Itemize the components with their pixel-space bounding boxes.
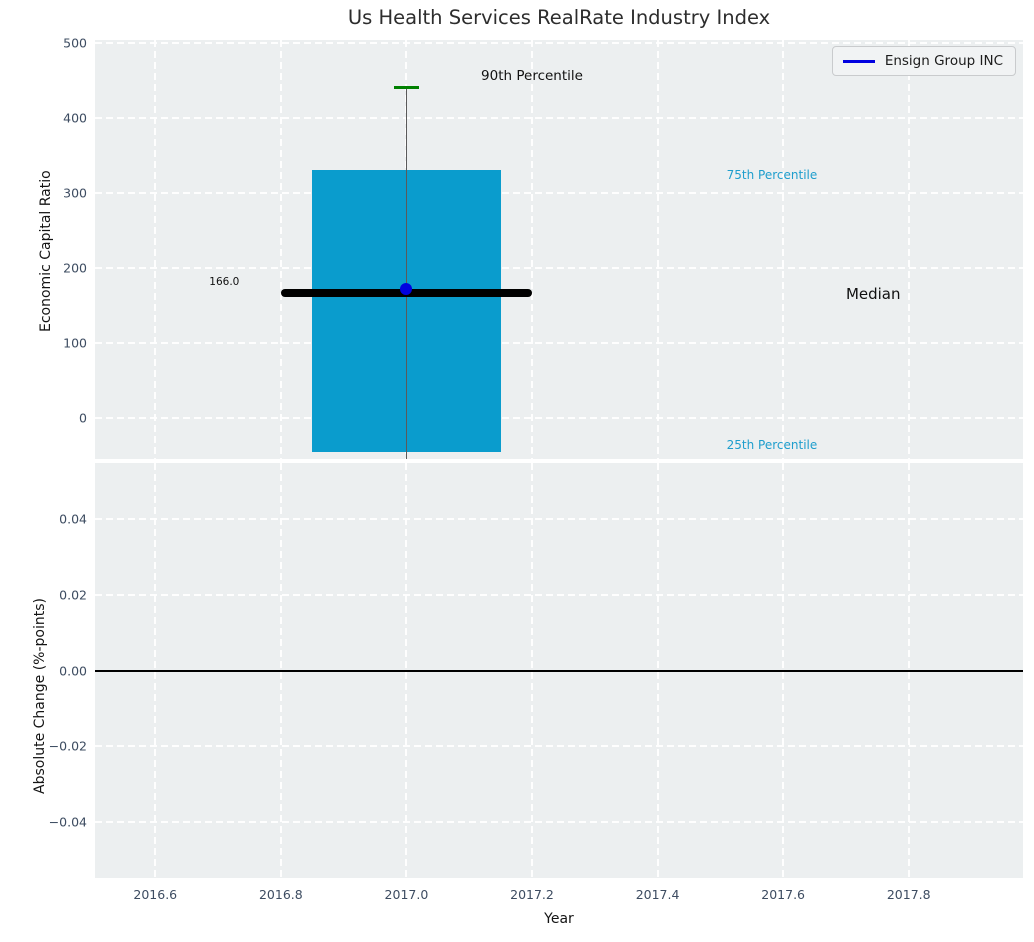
legend-label: Ensign Group INC bbox=[884, 53, 1003, 69]
zero-line bbox=[95, 669, 1023, 672]
h-gridline bbox=[95, 745, 1023, 748]
annotation-p90-label: 90th Percentile bbox=[481, 68, 583, 85]
p90-cap bbox=[393, 85, 419, 90]
v-gridline bbox=[907, 40, 910, 459]
h-gridline bbox=[95, 41, 1023, 44]
v-gridline bbox=[782, 40, 785, 459]
h-gridline bbox=[95, 341, 1023, 344]
h-gridline bbox=[95, 191, 1023, 194]
v-gridline bbox=[531, 40, 533, 459]
y-tick-label: −0.04 bbox=[48, 814, 87, 830]
y-tick-label: 500 bbox=[63, 35, 87, 51]
x-tick-label: 2016.8 bbox=[258, 887, 303, 902]
v-gridline bbox=[154, 40, 157, 459]
legend: Ensign Group INC bbox=[831, 46, 1016, 76]
h-gridline bbox=[95, 517, 1023, 520]
bottom-y-axis-label: Absolute Change (%-points) bbox=[32, 598, 48, 794]
y-tick-label: 200 bbox=[63, 260, 87, 276]
x-tick-label: 2017.4 bbox=[635, 887, 680, 902]
x-tick-label: 2017.6 bbox=[761, 887, 806, 902]
x-tick-label: 2017.2 bbox=[510, 887, 554, 902]
top-axes: 166.0 90th Percentile 75th Percentile 25th … bbox=[95, 40, 1023, 459]
y-tick-label: 0.00 bbox=[59, 663, 87, 678]
bottom-axes bbox=[95, 463, 1023, 878]
y-tick-label: 400 bbox=[63, 110, 87, 126]
x-tick-label: 2017.0 bbox=[384, 887, 429, 902]
x-tick-label: 2017.8 bbox=[886, 887, 931, 902]
y-tick-label: 300 bbox=[63, 185, 87, 201]
whisker-line bbox=[405, 87, 408, 459]
h-gridline bbox=[95, 266, 1023, 269]
y-tick-label: 100 bbox=[63, 335, 87, 351]
h-gridline bbox=[95, 821, 1023, 824]
y-tick-label: 0.02 bbox=[59, 587, 87, 603]
h-gridline bbox=[95, 116, 1023, 119]
x-axis-label: Year bbox=[544, 911, 574, 927]
annotation-median-label: Median bbox=[845, 285, 901, 304]
h-gridline bbox=[95, 593, 1023, 596]
legend-line-sample bbox=[842, 59, 875, 63]
annotation-p75-label: 75th Percentile bbox=[726, 167, 818, 182]
x-tick-label: 2016.6 bbox=[133, 887, 178, 902]
v-gridline bbox=[656, 40, 659, 459]
company-data-point bbox=[400, 282, 413, 295]
top-y-axis-label: Economic Capital Ratio bbox=[38, 170, 54, 332]
h-gridline bbox=[95, 416, 1023, 419]
y-tick-label: 0 bbox=[79, 410, 87, 426]
v-gridline bbox=[279, 40, 282, 459]
y-tick-label: −0.02 bbox=[48, 738, 87, 754]
annotation-median-value: 166.0 bbox=[209, 276, 240, 289]
y-tick-label: 0.04 bbox=[59, 511, 87, 527]
annotation-p25-label: 25th Percentile bbox=[726, 437, 818, 452]
chart-title: Us Health Services RealRate Industry Ind… bbox=[347, 6, 771, 29]
